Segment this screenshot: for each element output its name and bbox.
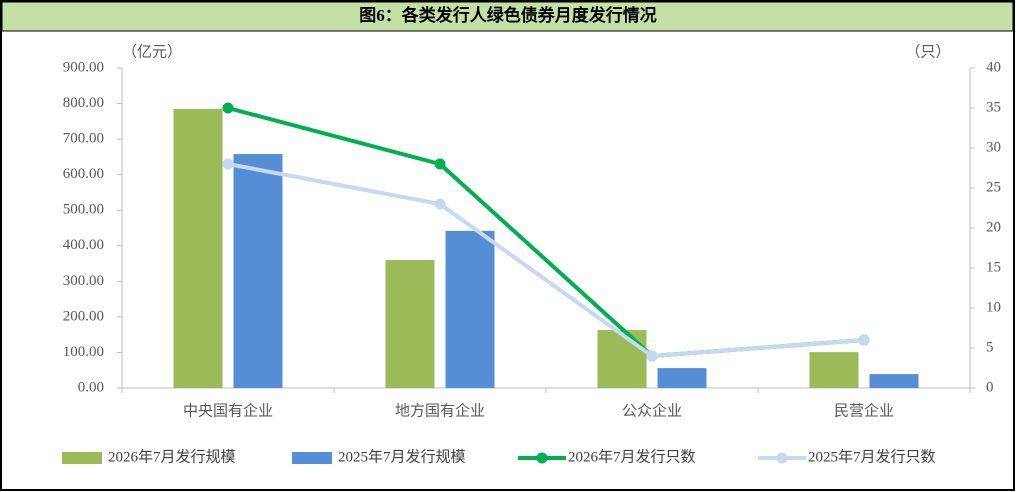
- legend-label: 2026年7月发行规模: [108, 448, 236, 465]
- y2-tick-label: 5: [986, 339, 994, 355]
- y2-axis-label: （只）: [905, 43, 950, 60]
- y-tick-label: 500.00: [63, 202, 104, 218]
- y-tick-label: 300.00: [63, 273, 104, 289]
- legend-label: 2025年7月发行规模: [338, 448, 466, 465]
- bar: [809, 352, 859, 388]
- line: [227, 162, 865, 358]
- y-tick-label: 800.00: [63, 95, 104, 111]
- y-axis-label: （亿元）: [122, 43, 182, 60]
- y2-tick-label: 20: [986, 219, 1001, 235]
- y2-tick-label: 10: [986, 299, 1001, 315]
- bar: [869, 374, 919, 388]
- y2-tick-label: 30: [986, 139, 1001, 155]
- bar: [657, 368, 707, 388]
- x-tick-label: 民营企业: [834, 401, 894, 419]
- bar: [597, 330, 647, 388]
- point: [858, 334, 870, 346]
- point: [222, 158, 234, 170]
- y2-tick-label: 0: [986, 379, 994, 395]
- bar: [233, 154, 283, 388]
- y-tick-label: 200.00: [63, 308, 104, 324]
- y2-tick-label: 35: [986, 99, 1001, 115]
- legend-swatch: [62, 452, 102, 464]
- y-tick-label: 400.00: [63, 237, 104, 253]
- y-tick-label: 700.00: [63, 131, 104, 147]
- bar: [385, 260, 435, 388]
- bar: [173, 108, 223, 388]
- legend-label: 2026年7月发行只数: [568, 448, 696, 465]
- y2-tick-label: 40: [986, 59, 1001, 75]
- y-tick-label: 600.00: [63, 166, 104, 182]
- point: [222, 102, 234, 114]
- point: [646, 350, 658, 362]
- legend-marker: [536, 452, 548, 464]
- y2-tick-label: 25: [986, 179, 1001, 195]
- title-banner: [1, 1, 1014, 32]
- legend-marker: [776, 452, 788, 464]
- legend-swatch: [292, 452, 332, 464]
- point: [434, 158, 446, 170]
- y-tick-label: 100.00: [63, 344, 104, 360]
- x-tick-label: 公众企业: [622, 401, 682, 419]
- y2-tick-label: 15: [986, 259, 1001, 275]
- x-tick-label: 中央国有企业: [183, 401, 273, 419]
- legend-label: 2025年7月发行只数: [808, 448, 936, 465]
- bar: [445, 230, 495, 388]
- chart-title: 图6：各类发行人绿色债券月度发行情况: [359, 5, 657, 25]
- y-tick-label: 0.00: [78, 379, 104, 395]
- point: [434, 198, 446, 210]
- y-tick-label: 900.00: [63, 59, 104, 75]
- x-tick-label: 地方国有企业: [395, 401, 485, 419]
